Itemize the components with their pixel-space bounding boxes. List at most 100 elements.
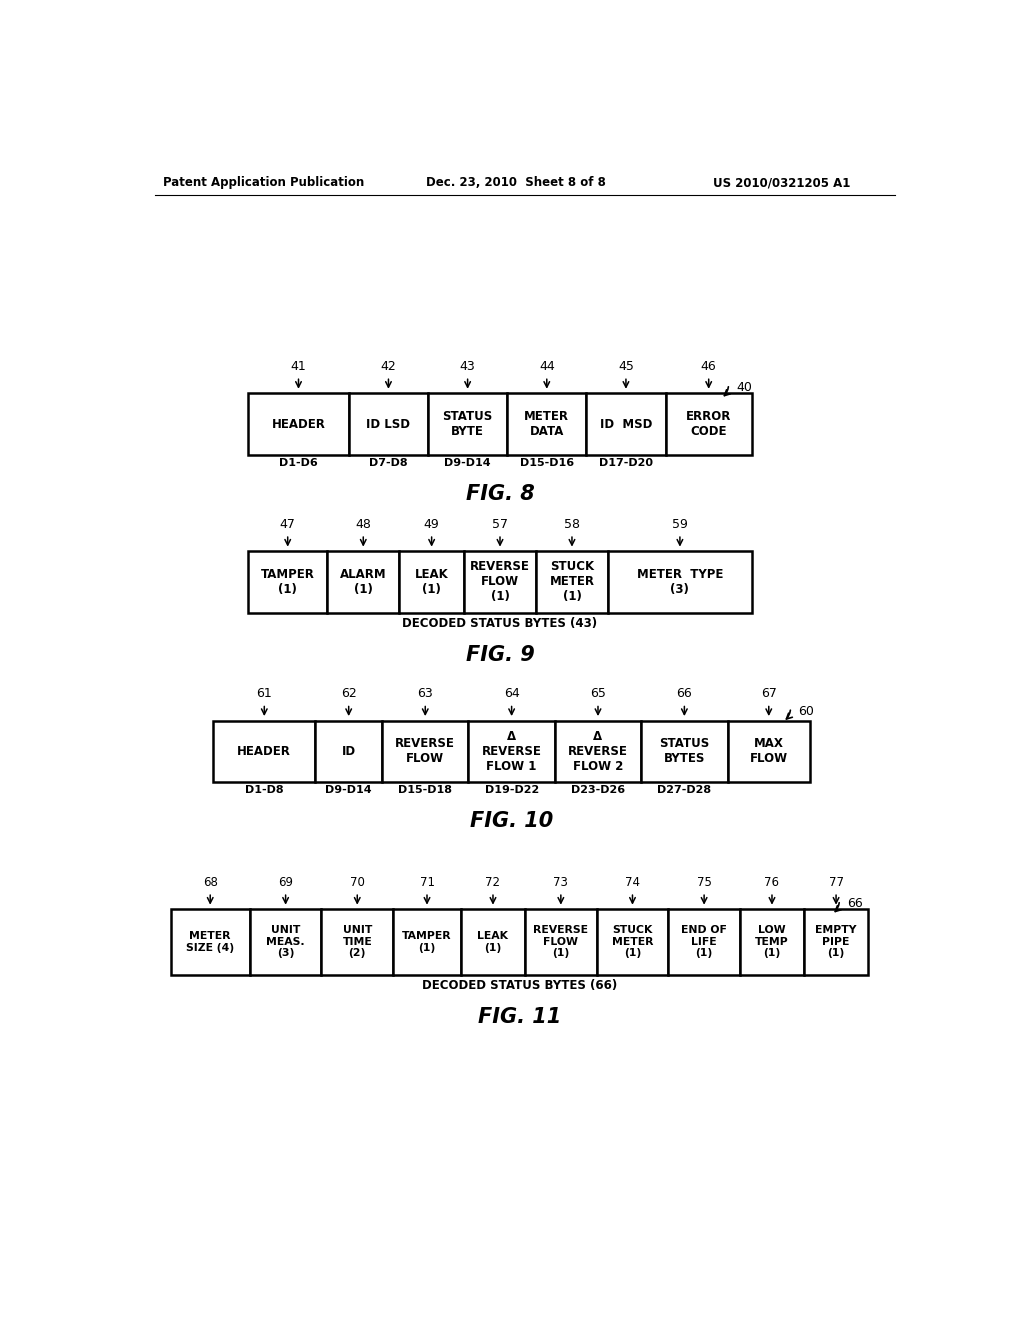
Text: 70: 70: [350, 876, 365, 890]
Text: REVERSE
FLOW: REVERSE FLOW: [395, 738, 456, 766]
Text: TAMPER
(1): TAMPER (1): [402, 931, 452, 953]
Bar: [248, 552, 328, 612]
Text: REVERSE
FLOW
(1): REVERSE FLOW (1): [534, 925, 589, 958]
Text: STATUS
BYTE: STATUS BYTE: [442, 411, 493, 438]
Text: 63: 63: [418, 688, 433, 701]
Text: 45: 45: [618, 360, 634, 374]
Bar: [171, 909, 250, 974]
Text: UNIT
TIME
(2): UNIT TIME (2): [342, 925, 372, 958]
Text: 65: 65: [590, 688, 606, 701]
Text: 72: 72: [485, 876, 501, 890]
Text: 68: 68: [203, 876, 218, 890]
Text: D23-D26: D23-D26: [571, 785, 625, 795]
Text: FIG. 10: FIG. 10: [470, 812, 553, 832]
Text: D15-D18: D15-D18: [398, 785, 453, 795]
Text: METER
DATA: METER DATA: [524, 411, 569, 438]
Text: 46: 46: [700, 360, 717, 374]
Text: D17-D20: D17-D20: [599, 458, 653, 467]
Bar: [597, 909, 669, 974]
Text: D9-D14: D9-D14: [444, 458, 490, 467]
Text: D19-D22: D19-D22: [484, 785, 539, 795]
Text: D9-D14: D9-D14: [326, 785, 372, 795]
Bar: [507, 393, 587, 455]
Text: HEADER: HEADER: [271, 417, 326, 430]
Text: 71: 71: [420, 876, 434, 890]
Bar: [525, 909, 597, 974]
Text: LEAK
(1): LEAK (1): [415, 568, 449, 595]
Text: LEAK
(1): LEAK (1): [477, 931, 509, 953]
Text: 47: 47: [280, 517, 296, 531]
Text: FIG. 9: FIG. 9: [466, 645, 535, 665]
Text: 43: 43: [460, 360, 475, 374]
Bar: [382, 721, 468, 781]
Text: METER
SIZE (4): METER SIZE (4): [186, 931, 234, 953]
Bar: [250, 909, 322, 974]
Text: 40: 40: [736, 381, 753, 395]
Text: ID  MSD: ID MSD: [600, 417, 652, 430]
Text: 64: 64: [504, 688, 519, 701]
Text: ERROR
CODE: ERROR CODE: [686, 411, 731, 438]
Text: 61: 61: [256, 688, 272, 701]
Text: DECODED STATUS BYTES (43): DECODED STATUS BYTES (43): [402, 618, 598, 631]
Text: DECODED STATUS BYTES (66): DECODED STATUS BYTES (66): [422, 979, 617, 993]
Text: FIG. 11: FIG. 11: [478, 1007, 561, 1027]
Text: Dec. 23, 2010  Sheet 8 of 8: Dec. 23, 2010 Sheet 8 of 8: [426, 176, 606, 189]
Text: D7-D8: D7-D8: [369, 458, 408, 467]
Text: REVERSE
FLOW
(1): REVERSE FLOW (1): [470, 561, 530, 603]
Bar: [468, 721, 555, 781]
Text: STUCK
METER
(1): STUCK METER (1): [611, 925, 653, 958]
Text: 76: 76: [765, 876, 779, 890]
Bar: [669, 909, 740, 974]
Text: US 2010/0321205 A1: US 2010/0321205 A1: [713, 176, 851, 189]
Bar: [464, 552, 536, 612]
Text: 75: 75: [696, 876, 712, 890]
Text: 58: 58: [564, 517, 580, 531]
Text: LOW
TEMP
(1): LOW TEMP (1): [755, 925, 788, 958]
Bar: [728, 721, 810, 781]
Text: Patent Application Publication: Patent Application Publication: [163, 176, 365, 189]
Text: STUCK
METER
(1): STUCK METER (1): [550, 561, 595, 603]
Text: 66: 66: [677, 688, 692, 701]
Bar: [641, 721, 728, 781]
Text: 42: 42: [381, 360, 396, 374]
Text: STATUS
BYTES: STATUS BYTES: [659, 738, 710, 766]
Text: ALARM
(1): ALARM (1): [340, 568, 387, 595]
Text: 62: 62: [341, 688, 356, 701]
Text: ID LSD: ID LSD: [367, 417, 411, 430]
Text: FIG. 8: FIG. 8: [466, 484, 535, 504]
Text: Δ
REVERSE
FLOW 2: Δ REVERSE FLOW 2: [568, 730, 628, 772]
Text: 73: 73: [553, 876, 568, 890]
Bar: [461, 909, 525, 974]
Bar: [666, 393, 752, 455]
Text: EMPTY
PIPE
(1): EMPTY PIPE (1): [815, 925, 857, 958]
Text: D1-D6: D1-D6: [280, 458, 317, 467]
Text: TAMPER
(1): TAMPER (1): [261, 568, 314, 595]
Text: UNIT
MEAS.
(3): UNIT MEAS. (3): [266, 925, 305, 958]
Text: D27-D28: D27-D28: [657, 785, 712, 795]
Text: 66: 66: [847, 898, 863, 911]
Bar: [555, 721, 641, 781]
Bar: [349, 393, 428, 455]
Text: 49: 49: [424, 517, 439, 531]
Bar: [740, 909, 804, 974]
Bar: [608, 552, 752, 612]
Bar: [213, 721, 315, 781]
Text: END OF
LIFE
(1): END OF LIFE (1): [681, 925, 727, 958]
Text: 57: 57: [492, 517, 508, 531]
Text: 77: 77: [828, 876, 844, 890]
Text: 41: 41: [291, 360, 306, 374]
Text: 48: 48: [355, 517, 372, 531]
Text: HEADER: HEADER: [238, 744, 291, 758]
Bar: [393, 909, 461, 974]
Bar: [399, 552, 464, 612]
Bar: [536, 552, 608, 612]
Bar: [328, 552, 399, 612]
Text: 67: 67: [761, 688, 777, 701]
Text: 60: 60: [799, 705, 814, 718]
Text: METER  TYPE
(3): METER TYPE (3): [637, 568, 723, 595]
Bar: [804, 909, 868, 974]
Bar: [315, 721, 382, 781]
Text: 44: 44: [539, 360, 555, 374]
Text: 69: 69: [279, 876, 293, 890]
Text: ID: ID: [342, 744, 355, 758]
